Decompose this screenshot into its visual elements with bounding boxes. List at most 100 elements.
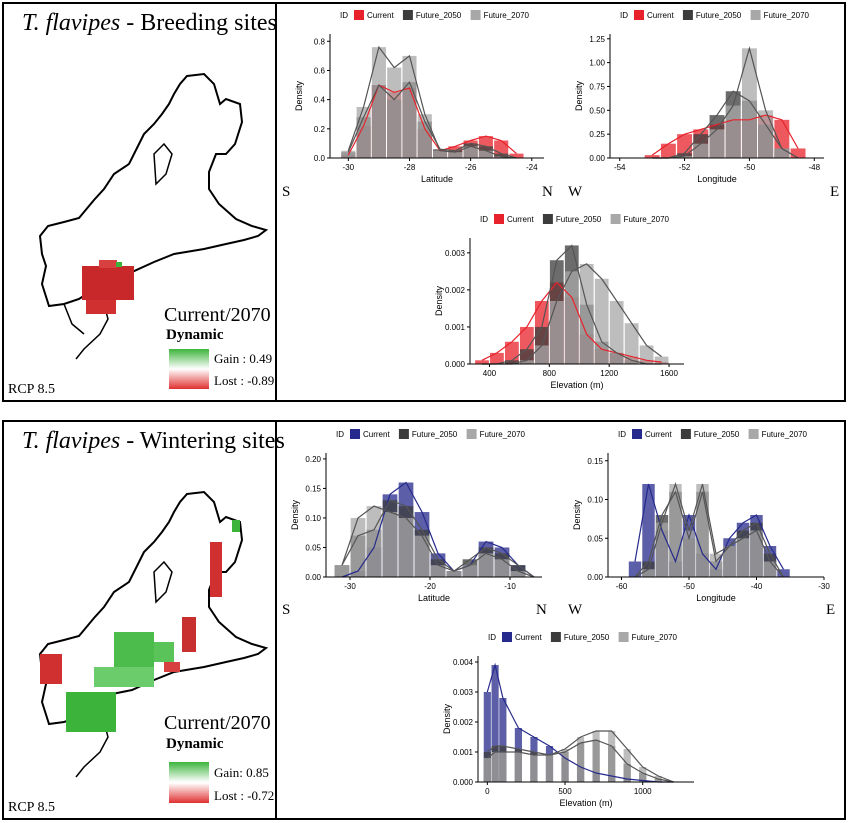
x-tick-label: 0 (485, 787, 490, 796)
histogram-bar (774, 148, 790, 158)
histogram-bar (494, 156, 509, 158)
gain-area (66, 692, 116, 732)
legend-title: ID (480, 215, 488, 224)
north-label: N (536, 602, 547, 618)
legend-title: ID (340, 11, 348, 20)
x-tick-label: 1000 (634, 787, 652, 796)
east-label: E (830, 184, 840, 200)
histogram-bar (623, 749, 631, 782)
legend-swatch (354, 10, 364, 20)
x-tick-label: 500 (558, 787, 572, 796)
histogram-bar (350, 517, 366, 577)
histogram-bar (758, 110, 774, 158)
species-name: T. flavipes (22, 428, 121, 454)
y-tick-label: 0.003 (445, 249, 466, 258)
breeding-panel: T. flavipes - Breeding sites Current/207… (2, 2, 846, 402)
rcp-label: RCP 8.5 (8, 382, 55, 397)
x-tick-label: -54 (614, 163, 626, 172)
y-tick-label: 0.00 (589, 154, 605, 163)
gain-area (94, 667, 154, 687)
histogram-bar (763, 561, 777, 577)
histogram-bar (483, 692, 491, 782)
legend-swatch (634, 10, 644, 20)
legend-dynamic-label: Dynamic (166, 327, 224, 343)
y-tick-label: 0.50 (589, 106, 605, 115)
legend-swatch (682, 10, 693, 20)
lost-swatch (169, 783, 209, 803)
legend-swatch (402, 10, 413, 20)
legend-swatch (398, 429, 409, 439)
density-line (341, 499, 535, 578)
legend-title: ID (620, 11, 628, 20)
y-tick-label: 0.00 (305, 573, 321, 582)
x-tick-label: -10 (504, 582, 516, 591)
histogram-bar (660, 143, 676, 158)
series-future_2070 (341, 47, 509, 159)
histogram-bar (592, 731, 600, 782)
legend-swatch (494, 214, 504, 224)
density-line (634, 490, 785, 578)
legend-entry: Future_2050 (694, 430, 740, 439)
y-tick-label: 0.10 (587, 496, 603, 505)
chart-svg: ID Current Future_2050 Future_2070 0.00 0.05 0… (572, 429, 830, 603)
x-tick-label: -30 (344, 582, 356, 591)
legend-entry: Future_2070 (764, 11, 810, 20)
histogram-bar (594, 278, 609, 364)
histogram-bar (790, 148, 806, 158)
lost-value: Lost : -0.72 (214, 788, 275, 803)
x-tick-label: -26 (465, 163, 477, 172)
breeding-longitude-chart: ID Current Future_2050 Future_2070 0.00 0.25 0… (572, 6, 832, 196)
chart-svg: ID Current Future_2050 Future_2070 0.000 0.00… (434, 214, 684, 390)
y-tick-label: 0.2 (314, 125, 326, 134)
gain-area (116, 262, 122, 267)
histogram-bar (514, 752, 522, 782)
histogram-bar (494, 559, 510, 577)
lost-area (82, 266, 134, 300)
series-future_2070 (677, 48, 790, 158)
legend-entry: Current (645, 430, 672, 439)
legend-entry: Future_2050 (696, 11, 742, 20)
legend-entry: Current (363, 430, 390, 439)
legend-title: ID (488, 633, 496, 642)
legend-entry: Current (647, 11, 674, 20)
title-site-type: - Breeding sites (120, 10, 277, 36)
y-tick-label: 0.8 (314, 37, 326, 46)
histogram-bar (642, 569, 655, 577)
breeding-range-map (38, 72, 269, 360)
title-site-type: - Wintering sites (120, 428, 285, 454)
histogram-bar (549, 301, 564, 364)
histogram-bar (462, 565, 478, 577)
legend-swatch (542, 214, 553, 224)
x-tick-label: -50 (683, 582, 695, 591)
series-future_2070 (642, 484, 777, 577)
histogram-bar (654, 356, 669, 364)
series-future_2070 (483, 731, 662, 782)
series-future_2070 (334, 506, 526, 577)
map-inlet (153, 142, 173, 186)
y-tick-label: 0.00 (587, 573, 603, 582)
histogram-bar (505, 360, 519, 364)
legend-entry: Future_2050 (416, 11, 462, 20)
breeding-elevation-chart: ID Current Future_2050 Future_2070 0.000 0.00… (432, 210, 692, 402)
legend-entry: Future_2050 (564, 633, 610, 642)
legend-swatch (550, 632, 561, 642)
x-axis-label: Latitude (421, 174, 453, 184)
lost-area (164, 662, 180, 672)
histogram-bar (624, 323, 639, 364)
x-axis-label: Latitude (418, 593, 450, 603)
y-tick-label: 0.25 (589, 130, 605, 139)
y-tick-label: 1.25 (589, 35, 605, 44)
histogram-bar (366, 506, 382, 577)
density-line (486, 739, 674, 783)
density-line (347, 80, 517, 159)
histogram-bar (509, 153, 524, 158)
y-tick-label: 0.6 (314, 66, 326, 75)
histogram-bar (371, 47, 386, 159)
density-line (652, 90, 799, 159)
histogram-bar (725, 105, 741, 158)
histogram-bar (491, 665, 499, 782)
histogram-bar (579, 263, 594, 364)
gain-value: Gain : 0.49 (214, 351, 273, 366)
y-tick-label: 0.000 (453, 778, 474, 787)
histogram-bar (609, 301, 624, 364)
